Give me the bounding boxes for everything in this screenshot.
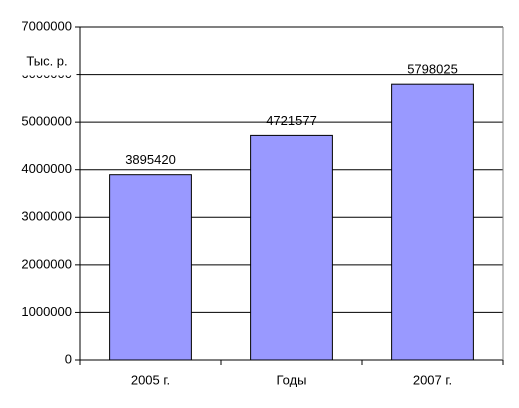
annotation: Тыс. р. [26,53,67,68]
y-tick-label: 4000000 [21,161,72,176]
bar [109,174,192,361]
y-tick-label: 7000000 [21,18,72,33]
y-tick-label: 0 [65,351,72,366]
value-label: 3895420 [125,152,176,167]
value-label: 5798025 [407,62,458,77]
y-tick-label: 2000000 [21,256,72,271]
bar [250,134,333,361]
y-tick-label: 1000000 [21,304,72,319]
annotation-box [16,48,77,76]
x-tick-label: 2007 г. [413,372,452,387]
y-tick-label: 3000000 [21,209,72,224]
x-tick-label: 2005 г. [131,372,170,387]
x-tick-label: Годы [276,372,306,387]
value-label: 4721577 [266,113,317,128]
bar [391,83,474,361]
y-tick-label: 5000000 [21,114,72,129]
